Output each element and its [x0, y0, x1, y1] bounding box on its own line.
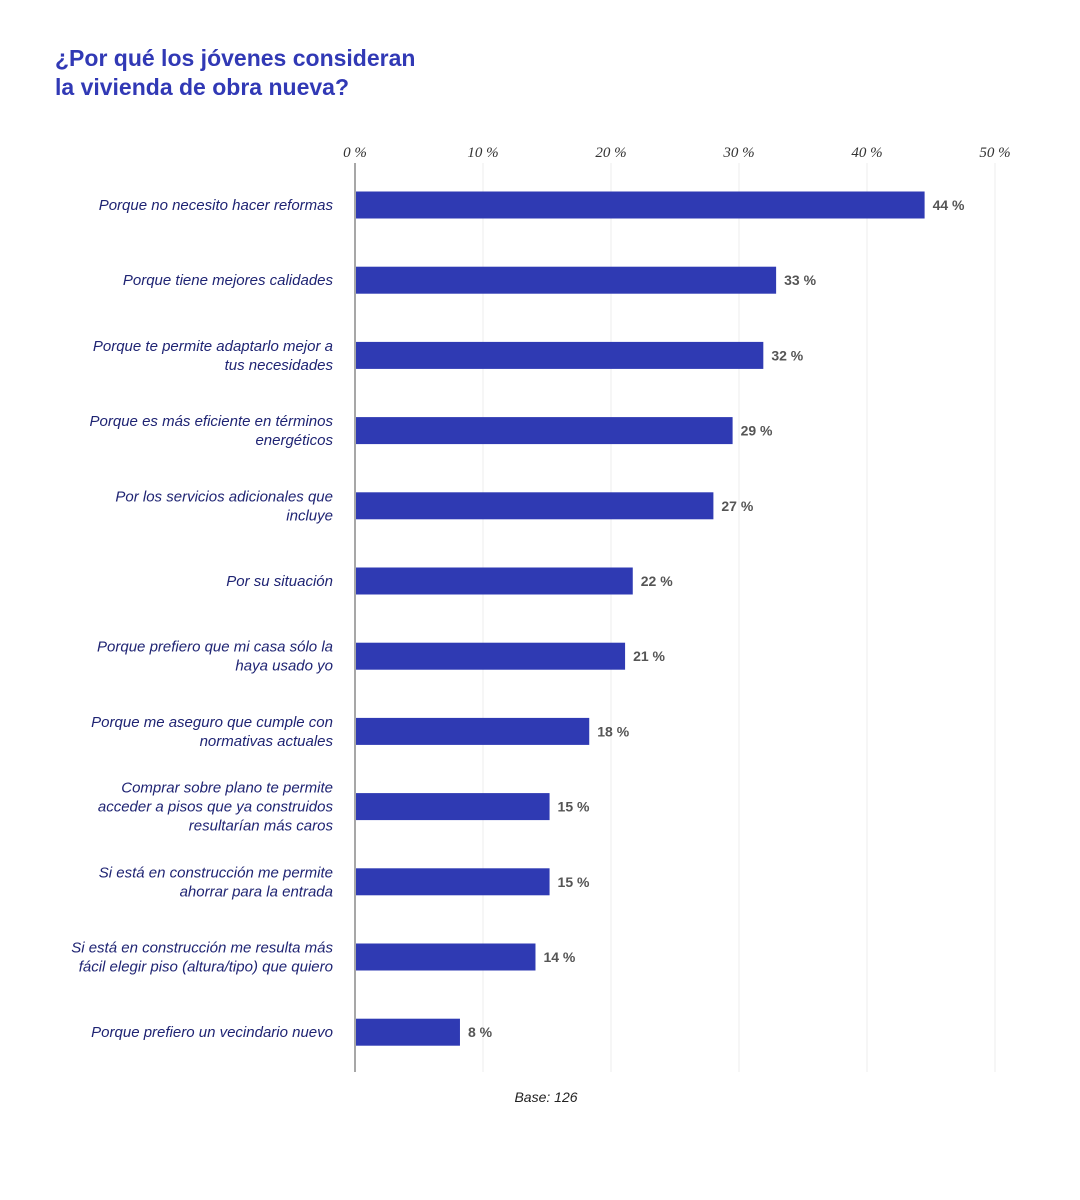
category-label: Porque es más eficiente en términos energ… [90, 413, 334, 449]
bar [356, 642, 626, 670]
value-label: 44 % [933, 197, 965, 213]
category-label: Si está en construcción me permite ahorra… [99, 864, 333, 900]
category-label-line: incluye [286, 507, 333, 524]
category-label: Comprar sobre plano te permite acceder a … [98, 780, 334, 835]
chart-title: ¿Por qué los jóvenes consideran la vivie… [55, 44, 655, 102]
x-tick-label: 10 % [467, 145, 498, 161]
bar [356, 417, 733, 445]
category-label-line: energéticos [255, 432, 333, 449]
category-label: Porque te permite adaptarlo mejor a tus n… [93, 338, 334, 374]
bar [356, 341, 764, 369]
x-tick-label: 30 % [722, 145, 754, 161]
category-label-line: haya usado yo [235, 658, 333, 675]
category-label-line: Porque tiene mejores calidades [123, 272, 334, 289]
bar [356, 793, 550, 821]
category-label-line: fácil elegir piso (altura/tipo) que quie… [79, 959, 333, 976]
category-label-line: Porque te permite adaptarlo mejor a [93, 338, 333, 355]
category-label: Porque prefiero que mi casa sólo la haya … [97, 639, 333, 675]
bar [356, 567, 633, 595]
category-label-line: normativas actuales [200, 733, 334, 750]
bar [356, 868, 550, 896]
category-label: Por su situación [226, 573, 333, 590]
value-label: 27 % [721, 498, 753, 514]
category-label-line: Porque prefiero un vecindario nuevo [91, 1024, 333, 1041]
bar [356, 266, 777, 294]
category-label-line: Comprar sobre plano te permite [121, 780, 333, 797]
category-label: Porque me aseguro que cumple con normativ… [91, 714, 333, 750]
category-label-line: ahorrar para la entrada [180, 883, 333, 900]
bar [356, 191, 925, 219]
bar [356, 492, 714, 520]
value-label: 21 % [633, 648, 665, 664]
category-label-line: Porque es más eficiente en términos [90, 413, 334, 430]
category-label-line: Por los servicios adicionales que [115, 488, 333, 505]
category-label-line: Porque prefiero que mi casa sólo la [97, 639, 333, 656]
bar [356, 1018, 460, 1046]
chart-title-line-2: la vivienda de obra nueva? [55, 74, 349, 100]
x-tick-label: 50 % [979, 145, 1010, 161]
chart-title-line-1: ¿Por qué los jóvenes consideran [55, 45, 416, 71]
category-label: Porque tiene mejores calidades [123, 272, 334, 289]
x-tick-label: 0 % [343, 145, 367, 161]
category-label-line: resultarían más caros [189, 818, 334, 835]
category-label: Si está en construcción me resulta más fá… [71, 940, 333, 976]
category-label-line: Por su situación [226, 573, 333, 590]
category-label-line: tus necesidades [225, 357, 334, 374]
value-label: 18 % [597, 723, 629, 739]
category-label-line: Si está en construcción me resulta más [71, 940, 333, 957]
value-label: 14 % [543, 949, 575, 965]
value-label: 32 % [771, 347, 803, 363]
category-label-line: Porque no necesito hacer reformas [99, 197, 334, 214]
category-label: Porque no necesito hacer reformas [99, 197, 334, 214]
category-label: Por los servicios adicionales que incluye [115, 488, 333, 524]
base-note: Base: 126 [514, 1089, 578, 1105]
category-label-line: acceder a pisos que ya construidos [98, 799, 334, 816]
value-label: 15 % [558, 799, 590, 815]
bar [356, 717, 590, 745]
x-tick-label: 20 % [595, 145, 626, 161]
category-label-line: Porque me aseguro que cumple con [91, 714, 333, 731]
value-label: 8 % [468, 1024, 493, 1040]
bar [356, 943, 536, 971]
category-label: Porque prefiero un vecindario nuevo [91, 1024, 333, 1041]
x-tick-label: 40 % [851, 145, 882, 161]
category-label-line: Si está en construcción me permite [99, 864, 333, 881]
value-label: 15 % [558, 874, 590, 890]
value-label: 29 % [741, 423, 773, 439]
value-label: 33 % [784, 272, 816, 288]
value-label: 22 % [641, 573, 673, 589]
